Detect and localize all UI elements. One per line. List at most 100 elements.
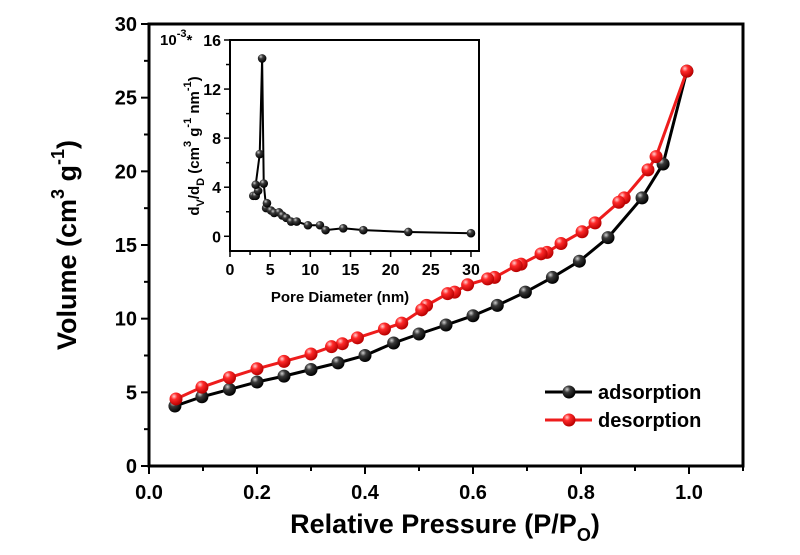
adsorption-point: [635, 191, 649, 205]
legend-marker: [562, 385, 576, 399]
desorption-point: [377, 322, 391, 336]
desorption-point: [481, 272, 495, 286]
inset-x-tick-label: 0: [226, 262, 235, 279]
x-tick-label: 0.4: [351, 482, 380, 504]
inset-x-tick-label: 25: [422, 262, 440, 279]
x-tick-label: 0.8: [567, 482, 595, 504]
inset-x-tick-label: 10: [301, 262, 319, 279]
adsorption-point: [545, 270, 559, 284]
inset-psd-point: [262, 198, 272, 208]
desorption-point: [325, 340, 339, 354]
desorption-point: [588, 216, 602, 230]
x-axis-title-main: Relative Pressure (P/P: [290, 509, 577, 539]
x-axis-title-close: ): [591, 509, 600, 539]
y-tick-label: 10: [115, 309, 137, 331]
legend-item-desorption: desorption: [545, 410, 701, 432]
inset-psd-point: [251, 180, 261, 190]
inset-psd-point: [315, 220, 325, 230]
y-tick-label: 5: [126, 382, 137, 404]
desorption-point: [649, 150, 663, 164]
desorption-point: [415, 303, 429, 317]
adsorption-point: [490, 298, 504, 312]
y-axis-title-sup2: -1: [48, 149, 68, 165]
inset-psd-point: [257, 54, 267, 63]
desorption-point: [612, 195, 626, 209]
desorption-point: [304, 347, 318, 361]
y-tick-label: 0: [126, 456, 137, 478]
desorption-point: [169, 392, 183, 406]
adsorption-point: [412, 327, 426, 341]
inset-psd-point: [303, 220, 313, 230]
inset-axis-ticks: 0 5 10 15 20 25 30 0 4 8 12 16: [203, 33, 480, 279]
inset-psd-point: [292, 217, 301, 226]
main-plot-series: [168, 64, 694, 413]
desorption-point: [441, 287, 455, 301]
x-tick-label: 0.2: [243, 482, 271, 504]
adsorption-point: [358, 349, 372, 362]
y-axis-title-mid: g: [52, 165, 82, 189]
adsorption-point: [250, 375, 264, 389]
adsorption-point: [466, 309, 480, 323]
desorption-point: [335, 337, 349, 351]
x-axis-title: Relative Pressure (P/PO): [290, 509, 600, 545]
legend-label: desorption: [598, 410, 701, 432]
adsorption-point: [195, 390, 209, 404]
desorption-point: [534, 247, 548, 261]
inset-psd-point: [338, 224, 348, 233]
x-tick-label: 1.0: [675, 482, 703, 504]
x-tick-label: 0.6: [459, 482, 487, 504]
inset-x-tick-label: 20: [382, 262, 400, 279]
inset-x-tick-label: 15: [342, 262, 360, 279]
legend-label: adsorption: [598, 382, 701, 404]
desorption-point: [680, 64, 694, 78]
desorption-point: [554, 237, 568, 251]
adsorption-point: [222, 382, 236, 396]
adsorption-point: [277, 369, 291, 383]
y-axis-title-main: Volume (cm: [52, 199, 82, 350]
y-axis-title: Volume (cm3 g-1): [48, 140, 82, 350]
x-axis-title-sub: O: [577, 525, 591, 545]
inset-x-tick-label: 30: [462, 262, 480, 279]
inset-y-tick-label: 12: [203, 82, 221, 99]
y-axis-title-sup1: 3: [48, 189, 68, 199]
adsorption-point: [439, 318, 453, 332]
inset-y-multiplier: 10-3*: [160, 28, 192, 49]
legend: adsorption desorption: [545, 382, 701, 432]
desorption-point: [250, 362, 264, 376]
legend-marker: [562, 413, 576, 427]
inset-psd-point: [255, 149, 265, 159]
adsorption-point: [331, 356, 345, 370]
inset-plot-border: [229, 39, 480, 252]
inset-plot-frame: [229, 39, 480, 252]
inset-psd-point: [404, 227, 413, 237]
desorption-point: [575, 225, 589, 239]
desorption-point: [641, 163, 655, 177]
inset-y-axis-title: dV/dD (cm3 g-1 nm-1): [182, 76, 207, 215]
adsorption-point: [304, 362, 318, 376]
y-tick-label: 25: [115, 88, 137, 110]
desorption-point: [195, 380, 209, 394]
inset-x-tick-label: 5: [266, 262, 275, 279]
legend-item-adsorption: adsorption: [545, 382, 701, 404]
inset-psd-point: [466, 228, 476, 238]
desorption-point: [461, 278, 475, 292]
inset-psd-point: [259, 179, 269, 188]
adsorption-point: [601, 231, 615, 245]
adsorption-point: [572, 254, 586, 268]
y-tick-label: 20: [115, 161, 137, 183]
y-tick-label: 15: [115, 235, 137, 257]
desorption-point: [277, 354, 291, 368]
y-tick-label: 30: [115, 14, 137, 36]
desorption-point: [509, 259, 523, 273]
inset-x-axis-title: Pore Diameter (nm): [271, 289, 409, 306]
inset-plot-series: [248, 54, 476, 238]
adsorption-point: [518, 285, 532, 299]
inset-y-tick-label: 4: [212, 180, 221, 197]
desorption-point: [350, 331, 364, 345]
x-tick-label: 0.0: [135, 482, 163, 504]
inset-psd-point: [321, 225, 330, 235]
desorption-point: [395, 316, 409, 330]
inset-y-tick-label: 16: [203, 33, 221, 50]
inset-y-tick-label: 0: [212, 229, 221, 246]
